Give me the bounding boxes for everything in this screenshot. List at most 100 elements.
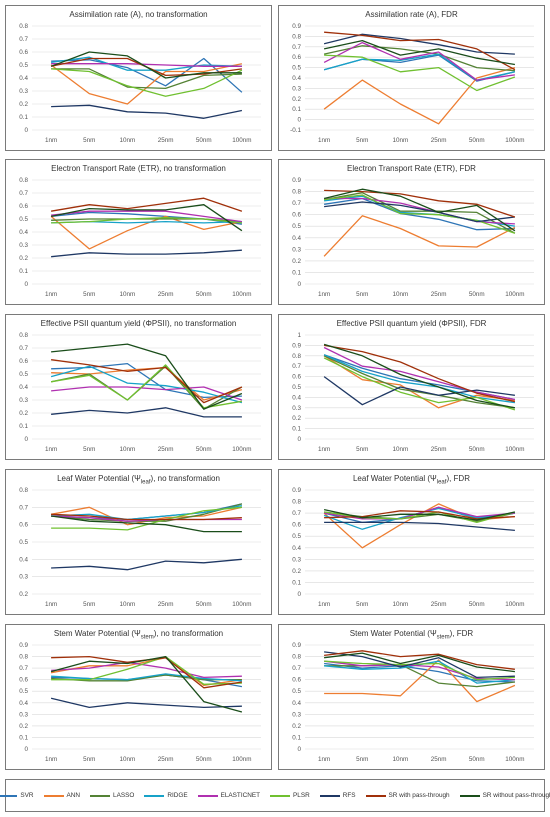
series-line-sr-without-pass-through: [51, 515, 242, 533]
legend-swatch: [365, 794, 386, 797]
x-tick-label: 50nm: [196, 291, 212, 298]
x-tick-label: 25nm: [431, 601, 447, 608]
series-line-elasticnet: [51, 63, 242, 67]
y-tick-label: -0.1: [290, 127, 301, 134]
y-tick-label: 0.7: [19, 190, 28, 197]
series-line-elasticnet: [51, 661, 242, 679]
chart-panel: Leaf Water Potential (Ψleaf), FDR 0 0.1 0.2…: [278, 469, 545, 615]
legend-swatch: [197, 794, 218, 797]
x-tick-label: 10nm: [393, 756, 409, 763]
series-line-ann: [324, 659, 516, 703]
series-line-sr-without-pass-through: [323, 39, 516, 66]
series-line-ridge: [323, 354, 515, 404]
x-tick-label: 1nm: [318, 756, 330, 763]
y-tick-label: 0.9: [292, 342, 301, 349]
series-line-sr-with-pass-through: [51, 513, 242, 521]
chart-plot: 0 0.1 0.2 0.3 0.4 0.5 0.6 0.7 0.8 1nm 5nm 10nm 25nm 5…: [19, 23, 261, 144]
legend-label: ANN: [66, 792, 81, 799]
y-tick-label: 0.3: [19, 397, 28, 404]
series-line-lasso: [323, 192, 516, 234]
y-tick-label: 0.4: [292, 75, 301, 82]
y-tick-label: 0.7: [292, 363, 301, 370]
series-line-ann: [323, 66, 516, 125]
x-tick-label: 25nm: [158, 756, 174, 763]
series-line-plsr: [50, 364, 243, 409]
series-line-elasticnet: [324, 506, 515, 520]
series-line-elasticnet: [51, 210, 242, 223]
series-line-lasso: [324, 663, 515, 688]
legend-item: SR with pass-through: [365, 792, 450, 799]
series-line-rfs: [51, 407, 242, 418]
series-line-ann: [323, 215, 516, 257]
y-tick-label: 0.3: [19, 242, 28, 249]
y-tick-label: 0: [24, 436, 28, 443]
series-line-sr-with-pass-through: [323, 344, 516, 403]
x-tick-label: 25nm: [158, 601, 174, 608]
x-tick-label: 10nm: [393, 291, 409, 298]
chart-title: Stem Water Potential (Ψstem), FDR: [349, 629, 474, 641]
y-tick-label: 0.1: [292, 579, 301, 586]
legend-swatch: [144, 794, 165, 797]
y-tick-label: 0.6: [292, 374, 301, 381]
y-tick-label: 0.2: [292, 568, 301, 575]
series-line-plsr: [51, 506, 242, 531]
y-tick-label: 0.8: [19, 332, 28, 339]
y-tick-label: 0.2: [19, 255, 28, 262]
y-tick-label: 0.6: [292, 212, 301, 219]
x-tick-label: 5nm: [356, 601, 368, 608]
y-tick-label: 1: [297, 332, 301, 339]
y-tick-label: 0.6: [19, 522, 28, 529]
y-tick-label: 0.3: [292, 711, 301, 718]
chart-panel: Stem Water Potential (Ψstem), no transfo…: [5, 624, 272, 770]
series-line-ann: [50, 215, 243, 250]
y-tick-label: 0.3: [292, 246, 301, 253]
x-tick-label: 100nm: [505, 601, 524, 608]
y-tick-label: 0.5: [292, 384, 301, 391]
series-line-elasticnet: [323, 41, 515, 81]
chart-plot: 0 0.1 0.2 0.3 0.4 0.5 0.6 0.7 0.8 0.9 1nm 5nm 10nm 25…: [292, 177, 534, 298]
y-tick-label: 0.1: [292, 106, 301, 113]
y-tick-label: 0.9: [292, 487, 301, 494]
y-tick-label: 0.8: [292, 654, 301, 661]
series-line-rfs: [51, 104, 243, 119]
x-tick-label: 5nm: [83, 601, 95, 608]
x-tick-label: 100nm: [505, 446, 524, 453]
y-tick-label: 0.4: [19, 556, 28, 563]
chart-plot: 0 0.1 0.2 0.3 0.4 0.5 0.6 0.7 0.8 0.9 1nm 5nm 10nm 25…: [19, 642, 261, 763]
legend-item: RIDGE: [144, 792, 188, 799]
series-line-ridge: [51, 504, 243, 521]
legend-label: PLSR: [293, 792, 310, 799]
x-tick-label: 50nm: [469, 291, 485, 298]
y-tick-label: 0: [24, 281, 28, 288]
x-tick-label: 25nm: [431, 446, 447, 453]
x-tick-label: 50nm: [469, 137, 485, 144]
y-tick-label: 0.4: [19, 384, 28, 391]
series-line-rfs: [324, 521, 515, 532]
x-tick-label: 50nm: [196, 446, 212, 453]
series-line-rfs: [324, 201, 515, 223]
x-tick-label: 10nm: [120, 756, 136, 763]
x-tick-label: 10nm: [120, 137, 136, 144]
y-tick-label: 0.8: [292, 33, 301, 40]
series-line-ridge: [51, 673, 242, 682]
legend-label: RIDGE: [167, 792, 188, 799]
chart-title: Assimilation rate (A), no transformation: [69, 10, 208, 19]
y-tick-label: 0.3: [292, 556, 301, 563]
y-tick-label: 0.3: [19, 88, 28, 95]
x-tick-label: 10nm: [120, 446, 136, 453]
series-line-plsr: [324, 194, 516, 234]
series-line-ridge: [51, 56, 242, 71]
y-tick-label: 0.4: [19, 229, 28, 236]
y-tick-label: 0.8: [19, 23, 28, 30]
y-tick-label: 0.7: [19, 504, 28, 511]
legend-swatch: [270, 794, 291, 797]
series-line-ann: [323, 355, 515, 409]
chart-panel: Stem Water Potential (Ψstem), FDR 0 0.1 0.2…: [278, 624, 545, 770]
x-tick-label: 5nm: [83, 446, 95, 453]
y-tick-label: 0.8: [19, 654, 28, 661]
x-tick-label: 10nm: [393, 137, 409, 144]
y-tick-label: 0.2: [292, 415, 301, 422]
series-line-lasso: [323, 355, 515, 409]
y-tick-label: 0.1: [19, 114, 28, 121]
y-tick-label: 0.3: [292, 405, 301, 412]
